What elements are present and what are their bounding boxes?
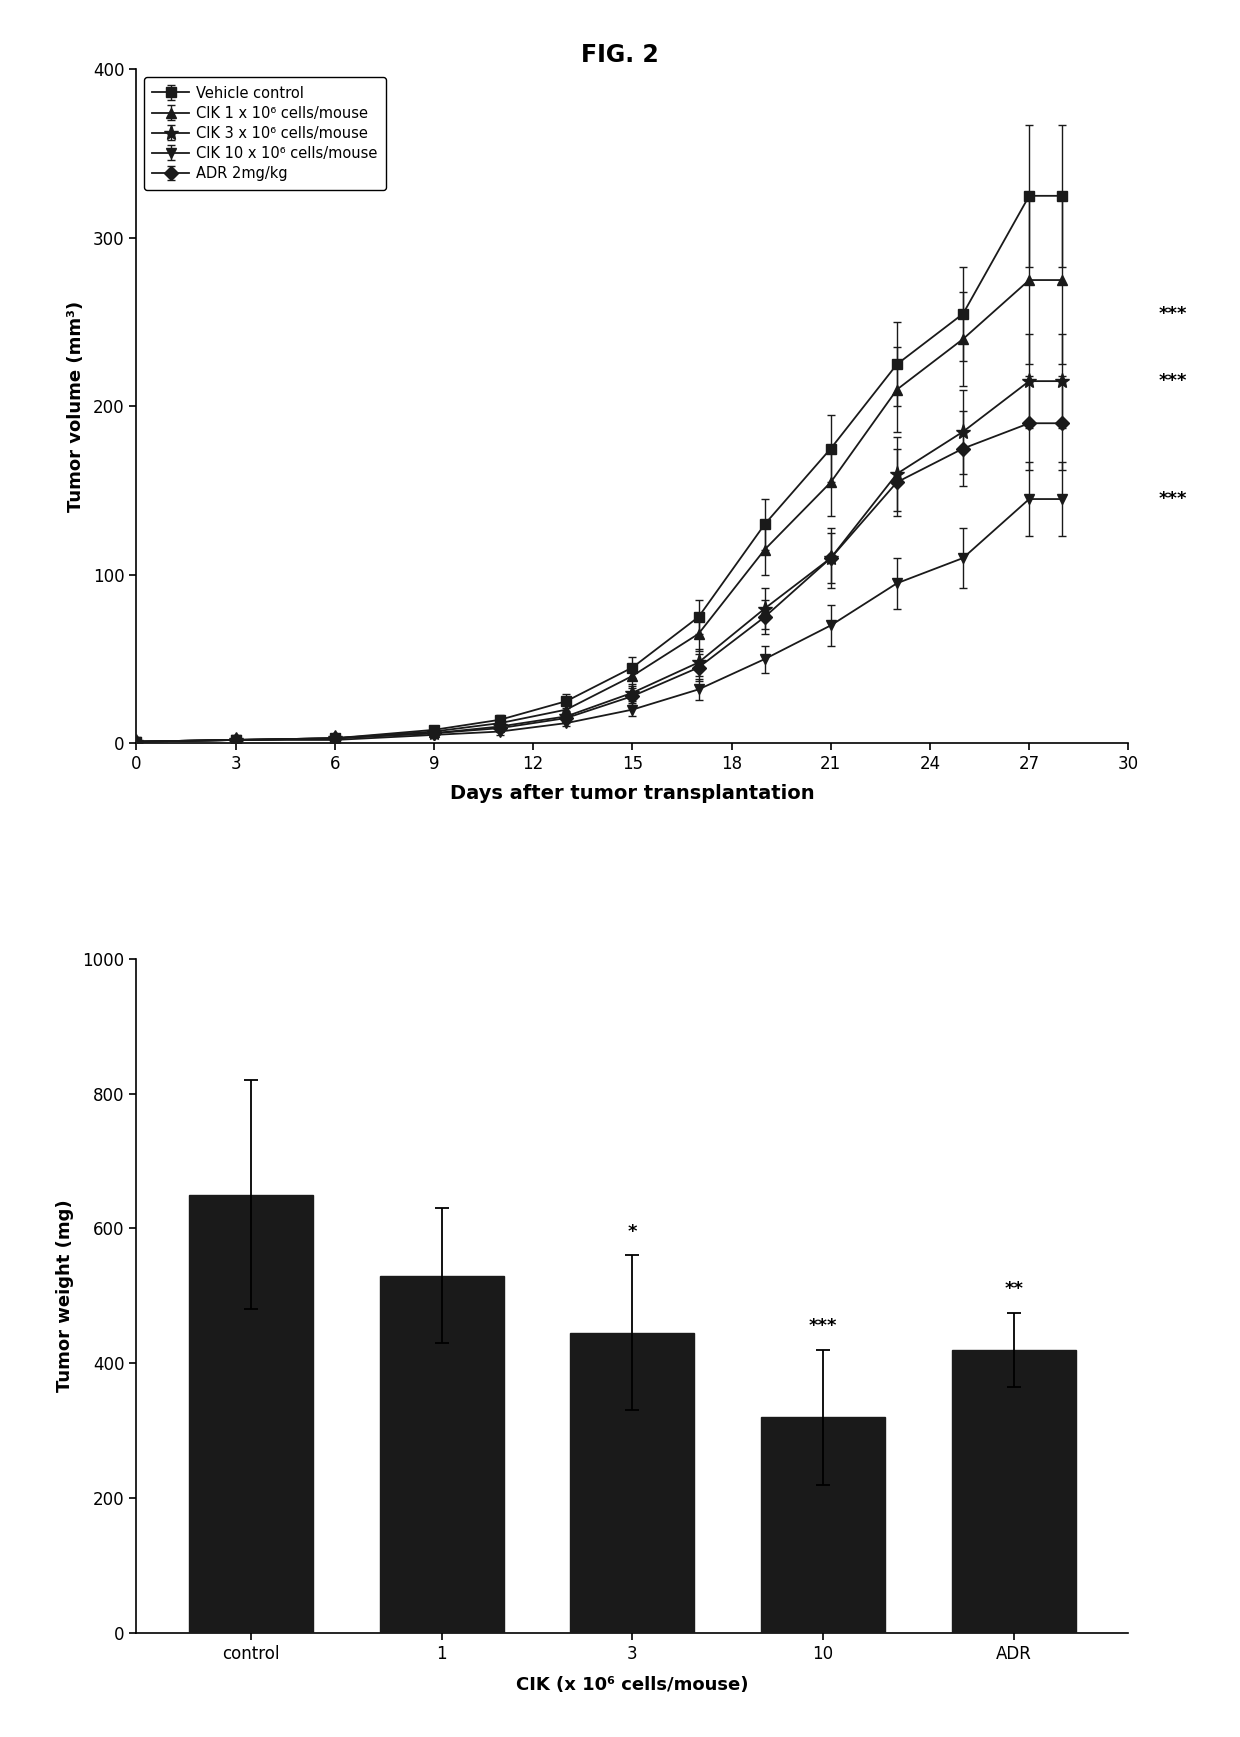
Text: *: * — [627, 1223, 637, 1240]
Legend: Vehicle control, CIK 1 x 10⁶ cells/mouse, CIK 3 x 10⁶ cells/mouse, CIK 10 x 10⁶ : Vehicle control, CIK 1 x 10⁶ cells/mouse… — [144, 76, 387, 189]
Bar — [952, 1350, 1076, 1633]
X-axis label: CIK (x 10⁶ cells/mouse): CIK (x 10⁶ cells/mouse) — [516, 1676, 749, 1695]
Text: **: ** — [1004, 1280, 1023, 1298]
Text: ***: *** — [808, 1317, 837, 1336]
Text: FIG. 2: FIG. 2 — [582, 43, 658, 68]
Bar — [570, 1332, 694, 1633]
Text: ***: *** — [1158, 304, 1187, 323]
Bar — [188, 1195, 312, 1633]
Text: ***: *** — [1158, 490, 1187, 507]
Bar — [761, 1417, 885, 1633]
Y-axis label: Tumor volume (mm³): Tumor volume (mm³) — [67, 301, 84, 512]
Text: ***: *** — [1158, 372, 1187, 391]
X-axis label: Days after tumor transplantation: Days after tumor transplantation — [450, 783, 815, 802]
Bar — [379, 1275, 503, 1633]
Y-axis label: Tumor weight (mg): Tumor weight (mg) — [56, 1200, 74, 1391]
